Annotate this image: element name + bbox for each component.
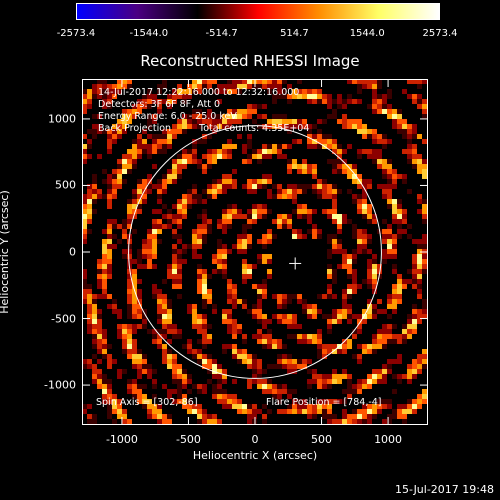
colorbar-tick: -514.7	[205, 28, 238, 39]
footer-timestamp: 15-Jul-2017 19:48	[394, 483, 494, 496]
time-range-annotation: 14-Jul-2017 12:22:16.000 to 12:32:16.000	[98, 87, 300, 98]
x-tick: -500	[175, 433, 201, 446]
solar-limb	[128, 125, 382, 379]
y-axis-label: Heliocentric Y (arcsec)	[0, 190, 11, 314]
method-annotation: Back Projection	[98, 123, 172, 134]
energy-annotation: Energy Range: 6.0 - 25.0 keV	[98, 111, 237, 122]
colorbar-tick: -2573.4	[56, 28, 96, 39]
x-tick: 0	[251, 433, 259, 446]
counts-annotation: Total counts: 4.35E+04	[199, 123, 310, 134]
detectors-annotation: Detectors: 3F 6F 8F, Att 0	[98, 99, 221, 110]
colorbar-tick: -1544.0	[129, 28, 169, 39]
y-tick: 1000	[48, 112, 76, 126]
x-tick: 500	[311, 433, 333, 446]
colorbar-tick: 2573.4	[422, 28, 458, 39]
rhessi-image	[82, 79, 428, 425]
flare-position-annotation: Flare Position = [784,-4]	[266, 397, 382, 408]
y-tick: 0	[69, 245, 76, 259]
x-tick: 1000	[374, 433, 403, 446]
image-plot: 14-Jul-2017 12:22:16.000 to 12:32:16.000…	[82, 79, 428, 425]
plot-title: Reconstructed RHESSI Image	[140, 52, 360, 70]
y-tick: 500	[55, 178, 76, 192]
x-axis-label: Heliocentric X (arcsec)	[192, 449, 318, 462]
x-tick: -1000	[105, 433, 138, 446]
spin-axis-annotation: Spin Axis = [302,-86]	[96, 397, 198, 408]
colorbar-tick: 1544.0	[349, 28, 385, 39]
y-tick: -500	[51, 312, 76, 326]
colorbar	[76, 3, 440, 20]
colorbar-tick: 514.7	[280, 28, 309, 39]
y-tick: -1000	[44, 378, 76, 392]
